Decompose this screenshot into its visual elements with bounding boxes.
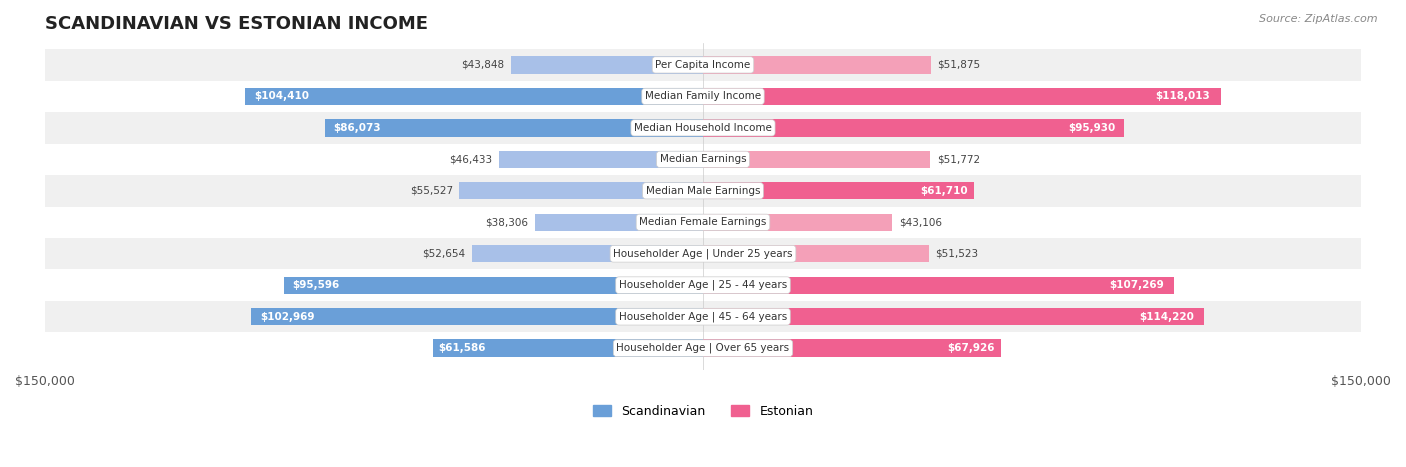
Text: Median Family Income: Median Family Income — [645, 92, 761, 101]
Text: $114,220: $114,220 — [1139, 311, 1194, 322]
Text: $38,306: $38,306 — [485, 217, 529, 227]
Bar — [703, 340, 1001, 357]
Bar — [703, 119, 1123, 136]
Text: $51,523: $51,523 — [935, 249, 979, 259]
Text: $95,930: $95,930 — [1069, 123, 1115, 133]
Text: SCANDINAVIAN VS ESTONIAN INCOME: SCANDINAVIAN VS ESTONIAN INCOME — [45, 15, 427, 33]
Bar — [703, 151, 931, 168]
Bar — [703, 245, 929, 262]
Text: $118,013: $118,013 — [1156, 92, 1211, 101]
Bar — [45, 301, 1361, 333]
Text: $52,654: $52,654 — [422, 249, 465, 259]
Text: Median Female Earnings: Median Female Earnings — [640, 217, 766, 227]
Text: $51,772: $51,772 — [936, 154, 980, 164]
Bar — [45, 49, 1361, 81]
Bar — [252, 308, 703, 325]
Text: Householder Age | 45 - 64 years: Householder Age | 45 - 64 years — [619, 311, 787, 322]
Text: Householder Age | 25 - 44 years: Householder Age | 25 - 44 years — [619, 280, 787, 290]
Bar — [45, 112, 1361, 143]
Bar — [433, 340, 703, 357]
Text: $67,926: $67,926 — [948, 343, 995, 353]
Text: Median Earnings: Median Earnings — [659, 154, 747, 164]
Bar — [245, 88, 703, 105]
Text: Source: ZipAtlas.com: Source: ZipAtlas.com — [1260, 14, 1378, 24]
Bar — [45, 206, 1361, 238]
Bar — [45, 81, 1361, 112]
Bar — [534, 213, 703, 231]
Bar — [703, 182, 974, 199]
Text: $46,433: $46,433 — [450, 154, 492, 164]
Bar — [510, 56, 703, 74]
Text: Householder Age | Over 65 years: Householder Age | Over 65 years — [616, 343, 790, 354]
Bar — [703, 276, 1174, 294]
Text: $61,586: $61,586 — [439, 343, 485, 353]
Bar — [284, 276, 703, 294]
Bar — [703, 88, 1220, 105]
Bar — [45, 143, 1361, 175]
Text: $104,410: $104,410 — [254, 92, 309, 101]
Bar — [325, 119, 703, 136]
Text: Median Male Earnings: Median Male Earnings — [645, 186, 761, 196]
Text: Per Capita Income: Per Capita Income — [655, 60, 751, 70]
Bar — [703, 213, 893, 231]
Bar — [499, 151, 703, 168]
Text: $107,269: $107,269 — [1109, 280, 1164, 290]
Text: $102,969: $102,969 — [260, 311, 315, 322]
Bar — [703, 308, 1204, 325]
Bar — [703, 56, 931, 74]
Text: $43,848: $43,848 — [461, 60, 505, 70]
Text: $95,596: $95,596 — [292, 280, 339, 290]
Text: $86,073: $86,073 — [333, 123, 381, 133]
Bar — [460, 182, 703, 199]
Text: $55,527: $55,527 — [409, 186, 453, 196]
Bar — [45, 333, 1361, 364]
Bar — [45, 269, 1361, 301]
Text: Median Household Income: Median Household Income — [634, 123, 772, 133]
Legend: Scandinavian, Estonian: Scandinavian, Estonian — [588, 400, 818, 423]
Bar — [45, 175, 1361, 206]
Bar — [472, 245, 703, 262]
Bar — [45, 238, 1361, 269]
Text: $51,875: $51,875 — [938, 60, 980, 70]
Text: $61,710: $61,710 — [921, 186, 969, 196]
Text: Householder Age | Under 25 years: Householder Age | Under 25 years — [613, 248, 793, 259]
Text: $43,106: $43,106 — [898, 217, 942, 227]
